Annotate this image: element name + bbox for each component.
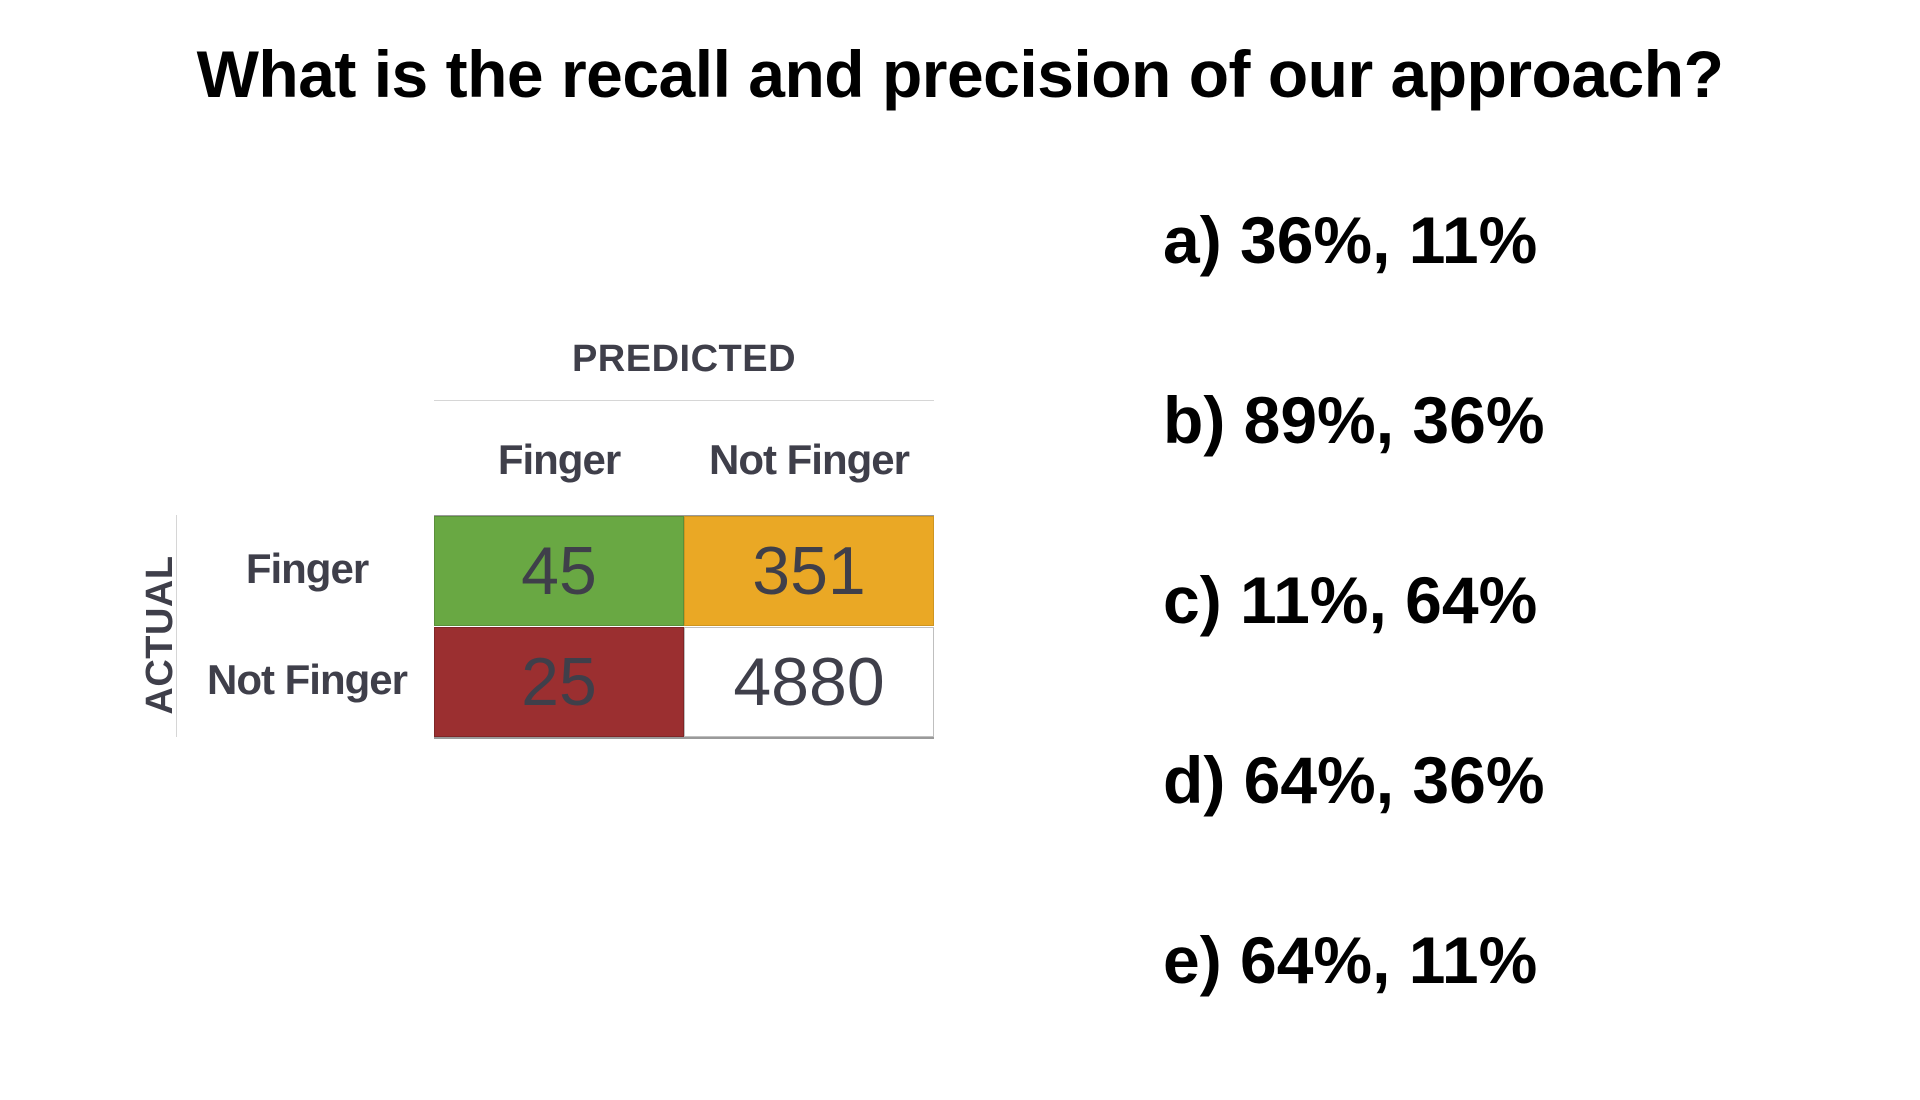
option-c[interactable]: c) 11%, 64% (1163, 563, 1538, 637)
cell-true-positive: 45 (434, 516, 684, 626)
answer-options: a) 36%, 11% b) 89%, 36% c) 11%, 64% d) 6… (1163, 200, 1863, 1100)
option-d[interactable]: d) 64%, 36% (1163, 743, 1545, 817)
title-text-2: and (730, 37, 882, 111)
actual-axis-label: ACTUAL (139, 555, 181, 715)
title-recall: recall (560, 37, 731, 111)
question-title: What is the recall and precision of our … (0, 36, 1920, 112)
actual-divider (176, 515, 177, 737)
option-a[interactable]: a) 36%, 11% (1163, 203, 1538, 277)
confusion-matrix: PREDICTED Finger Not Finger ACTUAL Finge… (100, 330, 960, 750)
column-header-not-finger: Not Finger (709, 436, 910, 483)
option-e[interactable]: e) 64%, 11% (1163, 923, 1538, 997)
option-b[interactable]: b) 89%, 36% (1163, 383, 1545, 457)
column-header-finger: Finger (497, 436, 621, 483)
cell-false-positive: 25 (434, 627, 684, 737)
cell-false-negative: 351 (684, 516, 934, 626)
row-header-finger: Finger (245, 545, 369, 592)
title-text-3: of our approach? (1170, 37, 1724, 111)
cell-true-negative: 4880 (684, 627, 934, 737)
predicted-divider (434, 400, 934, 401)
matrix-bottom-border (434, 737, 934, 739)
title-precision: precision (881, 37, 1171, 111)
title-text-1: What is the (196, 37, 561, 111)
row-header-not-finger: Not Finger (207, 656, 408, 703)
predicted-axis-label: PREDICTED (571, 338, 797, 380)
matrix-top-border (434, 515, 934, 516)
